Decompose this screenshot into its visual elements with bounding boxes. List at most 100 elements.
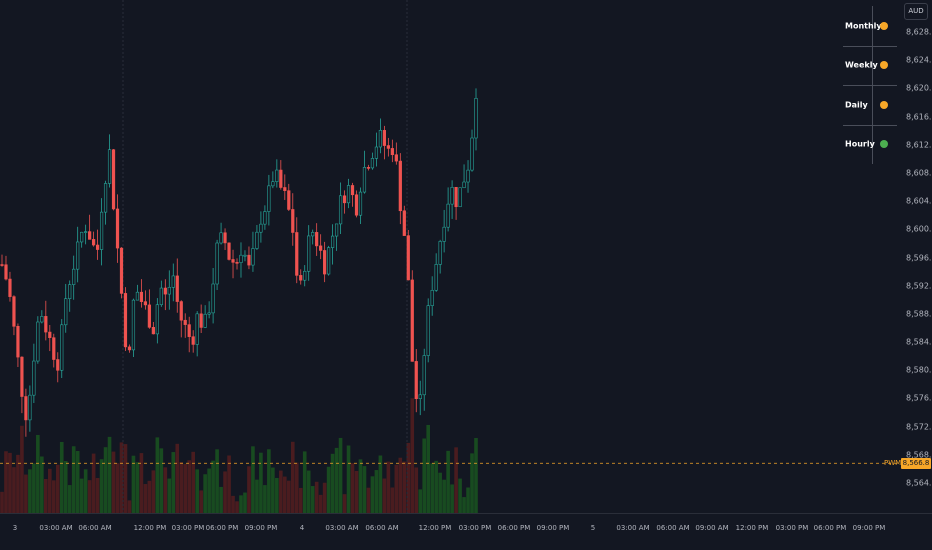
volume-bar [446, 450, 450, 513]
candle-body [283, 187, 287, 191]
price-tick-label: 8,568.0 [906, 450, 932, 460]
candle-body [167, 287, 171, 295]
volume-bar [0, 491, 4, 513]
currency-button[interactable]: AUD [904, 3, 928, 20]
volume-bar [211, 460, 215, 513]
candle-body [470, 137, 474, 171]
volume-bar [394, 464, 399, 513]
timeframe-label: Hourly [845, 139, 875, 149]
candle-body [414, 361, 418, 399]
volume-bar [159, 448, 164, 513]
volume-bar [175, 443, 180, 513]
timeframe-row-daily: Daily [843, 85, 897, 124]
volume-bar [418, 489, 423, 513]
candle-body [92, 239, 96, 246]
volume-bar [239, 495, 243, 513]
candle-body [386, 145, 390, 149]
volume-bar [32, 463, 36, 513]
candlestick-chart[interactable] [0, 0, 898, 513]
volume-bar [434, 460, 438, 513]
candle-body [366, 167, 371, 169]
volume-bar [326, 466, 331, 513]
candle-body [338, 195, 343, 225]
candle-body [175, 275, 179, 302]
candle-body [88, 231, 92, 240]
volume-bar [318, 494, 323, 513]
volume-bar [410, 398, 415, 513]
candle-body [219, 232, 223, 244]
volume-bar [263, 485, 267, 513]
volume-bar [406, 442, 411, 513]
candle-body [72, 268, 76, 285]
candle-body [402, 210, 406, 236]
volume-bar [243, 492, 247, 513]
candle-body [131, 299, 136, 351]
candle-body [179, 301, 183, 321]
volume-bar [231, 495, 235, 513]
timeframe-row-weekly: Weekly [843, 46, 897, 85]
volume-bar [115, 463, 120, 513]
volume-bar [334, 447, 339, 513]
volume-bar [362, 466, 367, 513]
candle-body [48, 331, 52, 338]
volume-bar [111, 451, 116, 513]
candle-body [255, 231, 259, 249]
candle-body [163, 287, 167, 295]
time-tick-label: 03:00 PM [171, 524, 205, 532]
candle-body [247, 254, 251, 266]
candle-body [243, 254, 247, 257]
candle-body [115, 208, 120, 249]
volume-bar [298, 487, 303, 513]
candle-body [299, 275, 303, 281]
volume-bar [143, 484, 148, 513]
candle-body [295, 232, 299, 276]
volume-bar [4, 451, 8, 513]
volume-bar [414, 467, 419, 513]
candle-body [60, 324, 64, 371]
candle-body [378, 130, 383, 148]
price-tick-label: 8,604.0 [906, 196, 932, 206]
status-dot-icon [880, 140, 888, 148]
candle-body [4, 264, 8, 280]
candle-body [251, 248, 255, 266]
volume-bar [466, 487, 470, 513]
candle-body [291, 209, 295, 233]
volume-bar [358, 459, 363, 513]
candle-body [263, 211, 267, 225]
volume-bar [83, 469, 88, 513]
volume-bar [199, 490, 203, 513]
volume-bar [147, 480, 152, 513]
price-axis[interactable]: 8,628.0 8,624.0 8,620.0 8,616.0 8,612.0 8,608… [898, 0, 932, 513]
volume-bar [350, 463, 355, 513]
volume-bar [474, 438, 478, 513]
candle-body [227, 242, 231, 260]
candle-body [426, 305, 430, 356]
volume-bar [103, 447, 108, 513]
time-tick-label: 06:00 AM [78, 524, 112, 532]
volume-bar [28, 469, 32, 513]
candle-body [323, 250, 327, 275]
timeframe-label: Daily [845, 100, 868, 109]
price-tick-label: 8,564.0 [906, 478, 932, 488]
volume-bar [8, 452, 12, 513]
candle-body [111, 149, 116, 210]
volume-bar [187, 460, 192, 513]
volume-bar [259, 452, 263, 513]
volume-bar [310, 486, 315, 513]
time-axis[interactable]: 3 03:00 AM 06:00 AM 12:00 PM 03:00 PM 06:00 P… [0, 513, 932, 550]
chart-area[interactable] [0, 0, 898, 513]
volume-bar [322, 482, 327, 513]
candle-body [84, 231, 88, 233]
candle-body [303, 270, 307, 281]
price-tick-label: 8,584.0 [906, 337, 932, 347]
volume-bar [207, 468, 211, 513]
volume-bar [151, 470, 156, 513]
volume-bar [314, 481, 319, 513]
volume-bar [462, 497, 466, 513]
candle-body [331, 235, 335, 248]
candle-body [99, 211, 104, 250]
candle-body [271, 181, 275, 187]
volume-bar [366, 487, 371, 513]
volume-bar [167, 478, 172, 513]
volume-bar [127, 500, 132, 513]
